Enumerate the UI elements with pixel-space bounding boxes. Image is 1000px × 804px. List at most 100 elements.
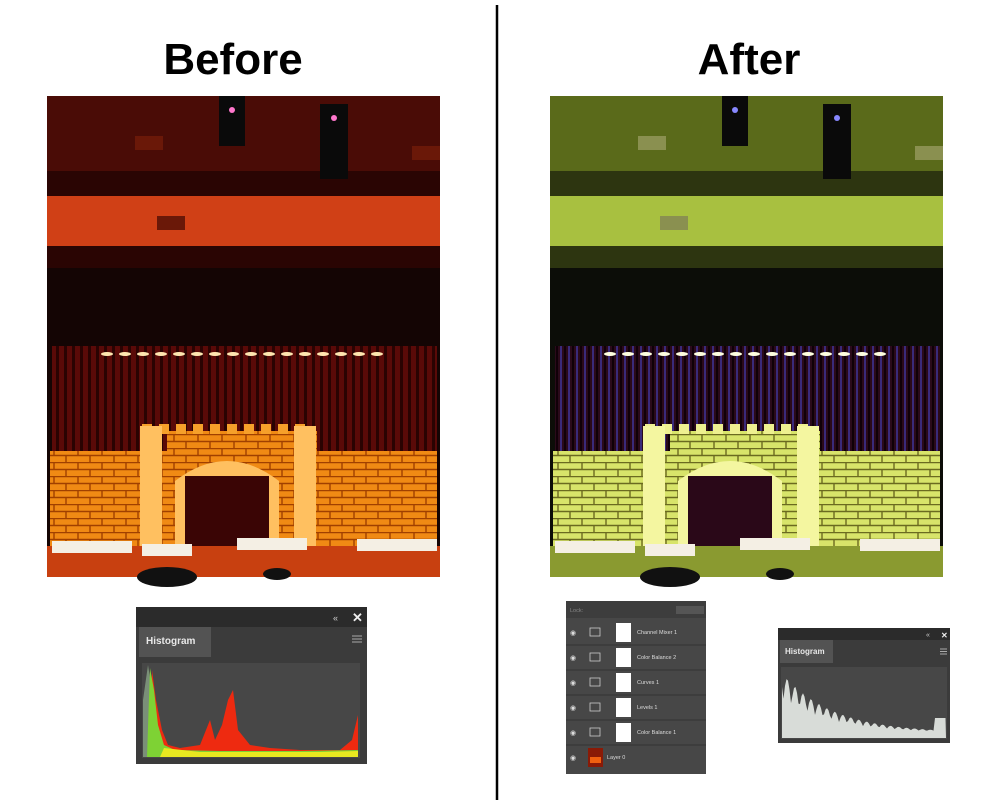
lamp: [784, 352, 796, 356]
lamp: [173, 352, 185, 356]
prop: [555, 541, 635, 553]
wall-right: [302, 451, 437, 546]
light-lens: [834, 115, 840, 121]
adjustment-icon: [589, 727, 601, 737]
light-lens: [331, 115, 337, 121]
layer-name[interactable]: Channel Mixer 1: [637, 630, 677, 636]
panel-bar: [778, 628, 950, 640]
adjustment-icon: [589, 702, 601, 712]
audience-head: [766, 568, 794, 580]
crenel: [176, 424, 186, 434]
lamp: [281, 352, 293, 356]
layer-mask: [616, 648, 631, 667]
crenel: [244, 424, 254, 434]
lamp: [227, 352, 239, 356]
layer-mask: [616, 673, 631, 692]
tower-right: [294, 426, 316, 546]
visibility-eye[interactable]: ◉: [570, 705, 576, 712]
panel-bg: [566, 601, 706, 774]
crenel: [781, 424, 791, 434]
lamp: [676, 352, 688, 356]
lamp: [748, 352, 760, 356]
lamp: [694, 352, 706, 356]
lamp: [137, 352, 149, 356]
hist-fill: [782, 679, 946, 738]
layer-thumb-glow: [590, 757, 601, 763]
vent: [135, 136, 163, 150]
beam-edge: [47, 246, 440, 268]
vent: [412, 146, 440, 160]
prop: [142, 544, 192, 556]
lamp: [191, 352, 203, 356]
lamp: [640, 352, 652, 356]
layer-name[interactable]: Layer 0: [607, 755, 625, 761]
layer-name[interactable]: Color Balance 1: [637, 730, 676, 736]
crenel: [747, 424, 757, 434]
lamp: [874, 352, 886, 356]
lamp: [335, 352, 347, 356]
lamp: [622, 352, 634, 356]
prop: [357, 539, 437, 551]
crenel: [679, 424, 689, 434]
layer-name[interactable]: Color Balance 2: [637, 655, 676, 661]
lamp: [101, 352, 113, 356]
close-icon[interactable]: ✕: [352, 610, 363, 625]
visibility-eye[interactable]: ◉: [570, 630, 576, 637]
visibility-eye[interactable]: ◉: [570, 730, 576, 737]
hist-green: [147, 668, 358, 757]
audience-head: [137, 567, 197, 587]
prop: [740, 538, 810, 550]
lamp: [856, 352, 868, 356]
beam: [550, 196, 943, 246]
hist-after: [782, 679, 946, 738]
crenel: [261, 424, 271, 434]
crenel: [278, 424, 288, 434]
shadow-zone: [47, 268, 440, 348]
shadow-zone: [550, 268, 943, 348]
tower-left: [643, 426, 665, 546]
prop: [52, 541, 132, 553]
visibility-eye[interactable]: ◉: [570, 680, 576, 687]
lamp: [371, 352, 383, 356]
crenel: [159, 424, 169, 434]
crenel: [210, 424, 220, 434]
lamp: [209, 352, 221, 356]
tab-label: Histogram: [146, 636, 196, 647]
lamp: [155, 352, 167, 356]
menu-icon[interactable]: [940, 648, 947, 655]
tab[interactable]: [780, 640, 833, 663]
before-histogram-panel: « ✕ Histogram: [136, 607, 367, 764]
vent: [660, 216, 688, 230]
adjustment-icon: [589, 652, 601, 662]
visibility-eye[interactable]: ◉: [570, 655, 576, 662]
collapse-icon[interactable]: «: [926, 632, 930, 639]
adjustment-icon: [589, 627, 601, 637]
beam-edge: [550, 246, 943, 268]
beam: [47, 196, 440, 246]
prop: [645, 544, 695, 556]
crenel: [764, 424, 774, 434]
crenel: [713, 424, 723, 434]
lamp: [604, 352, 616, 356]
audience-head: [263, 568, 291, 580]
menu-icon[interactable]: [352, 635, 362, 643]
gate-door: [185, 476, 269, 546]
lamp: [802, 352, 814, 356]
lamp: [317, 352, 329, 356]
layer-name[interactable]: Levels 1: [637, 705, 658, 711]
prop: [860, 539, 940, 551]
adjustment-icon: [589, 677, 601, 687]
tower-right: [797, 426, 819, 546]
fill-field[interactable]: [676, 606, 704, 614]
crenel: [730, 424, 740, 434]
close-icon[interactable]: ✕: [941, 631, 948, 640]
after-histogram-panel: « ✕ Histogram: [778, 628, 950, 743]
layer-name[interactable]: Curves 1: [637, 680, 659, 686]
collapse-icon[interactable]: «: [333, 613, 338, 623]
crenel: [193, 424, 203, 434]
audience-head: [640, 567, 700, 587]
tab[interactable]: [139, 627, 211, 657]
panel-bar: [136, 607, 367, 627]
visibility-eye[interactable]: ◉: [570, 755, 576, 762]
